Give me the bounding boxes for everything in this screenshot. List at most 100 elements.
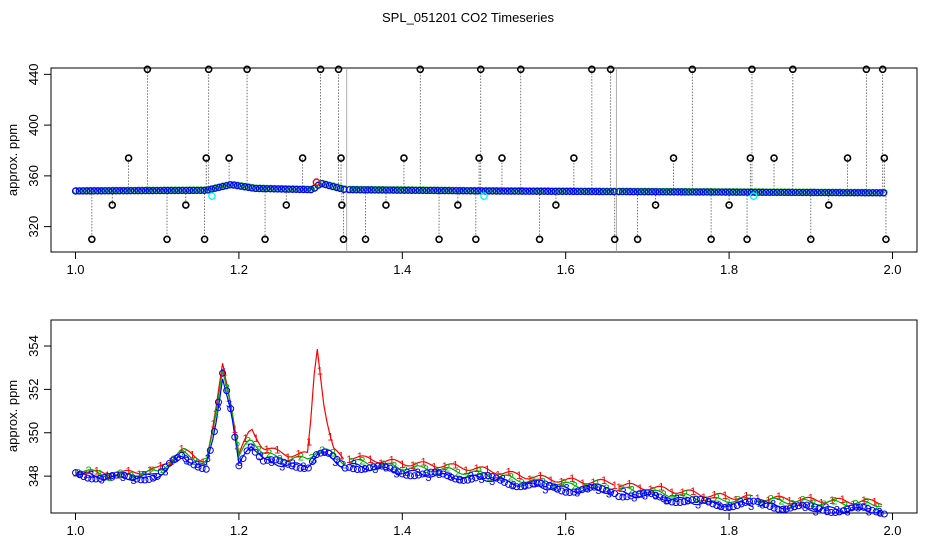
baseline-point: [422, 186, 431, 195]
baseline-point: [507, 187, 515, 195]
baseline-point: [204, 186, 212, 194]
series-2-marker: 2: [800, 494, 806, 506]
outlier-point: [606, 65, 615, 74]
outlier-point: [476, 65, 485, 74]
data-point: [500, 478, 508, 486]
data-point: [362, 465, 370, 473]
data-point: [435, 469, 443, 477]
data-point: [300, 465, 308, 473]
baseline-point: [536, 187, 544, 195]
highlight-point: [208, 192, 216, 201]
baseline-point: [141, 187, 149, 195]
data-point: [129, 474, 137, 482]
baseline-point: [207, 185, 216, 193]
series-3-marker: 3: [322, 447, 328, 459]
data-point: [517, 483, 525, 491]
series-1-marker: 1: [516, 470, 522, 482]
outlier-point: [725, 201, 733, 209]
series-2-marker: 2: [724, 497, 730, 509]
baseline-point: [329, 183, 337, 191]
baseline-point: [721, 188, 730, 196]
series-2-marker: 2: [330, 448, 336, 460]
data-point: [799, 501, 807, 509]
baseline-point: [732, 188, 741, 196]
data-point: [308, 458, 316, 466]
series-2-marker: 2: [107, 472, 113, 484]
data-point: [811, 503, 819, 511]
baseline-point: [75, 187, 83, 195]
baseline-point: [371, 186, 379, 194]
series-3-marker: 3: [866, 507, 872, 519]
bottom-y-tick-label: 350: [26, 422, 41, 444]
data-point: [370, 463, 378, 471]
outlier-point: [361, 235, 370, 244]
series-1-marker: 1: [840, 494, 846, 506]
baseline-point: [448, 187, 456, 195]
baseline-point: [558, 187, 567, 196]
outlier-point: [806, 235, 815, 244]
outlier-point: [454, 201, 462, 209]
baseline-point: [868, 189, 877, 197]
data-point: [255, 453, 263, 461]
data-point: [647, 490, 655, 498]
series-2-marker: 2: [266, 448, 272, 460]
series-3-marker: 3: [99, 474, 105, 486]
baseline-point: [514, 187, 522, 195]
series-1-marker: 1: [115, 469, 121, 481]
baseline-point: [674, 188, 682, 196]
data-point: [268, 456, 276, 464]
baseline-point: [599, 188, 607, 196]
series-1-marker: 1: [637, 483, 643, 495]
baseline-point: [82, 187, 91, 195]
series-1-marker: 1: [616, 482, 622, 494]
series-3-marker: 3: [813, 506, 819, 518]
baseline-point: [633, 188, 641, 196]
data-point: [652, 491, 660, 499]
series-1-marker: 1: [431, 462, 437, 474]
data-point: [133, 475, 141, 483]
series-1-marker: 1: [189, 449, 195, 461]
baseline-point: [795, 188, 803, 197]
series-2-marker: 2: [224, 383, 230, 395]
baseline-point: [485, 187, 493, 195]
baseline-point: [218, 183, 227, 191]
baseline-point: [659, 188, 667, 196]
baseline-point: [378, 186, 386, 194]
outlier-point: [746, 154, 755, 162]
baseline-point: [637, 188, 645, 196]
baseline-point: [349, 186, 357, 194]
baseline-point: [857, 189, 866, 197]
data-point: [276, 457, 284, 465]
series-1-marker: 1: [463, 465, 469, 477]
data-point: [705, 498, 713, 506]
series-3-marker: 3: [478, 474, 484, 486]
data-point: [701, 496, 709, 504]
data-point: [876, 509, 884, 517]
series-3-marker: 3: [770, 499, 776, 511]
data-point: [623, 493, 631, 501]
baseline-point: [145, 187, 153, 195]
data-point: [554, 485, 562, 493]
series-1-marker: 1: [669, 487, 675, 499]
baseline-point: [375, 186, 383, 194]
data-point: [570, 488, 578, 496]
series-1-marker: 1: [378, 458, 384, 470]
series-2-marker: 2: [508, 471, 514, 483]
outlier-point: [824, 201, 833, 209]
series-1-marker: 1: [317, 366, 323, 378]
data-point: [84, 474, 92, 482]
data-point: [786, 504, 794, 512]
data-point: [341, 464, 349, 472]
data-point: [423, 469, 431, 477]
data-point: [386, 464, 394, 472]
baseline-point: [573, 187, 581, 196]
baseline-point: [595, 188, 603, 196]
baseline-point: [444, 187, 453, 195]
data-point: [149, 474, 157, 482]
data-point: [688, 496, 696, 504]
outlier-point: [339, 235, 348, 244]
data-point: [304, 464, 312, 472]
baseline-point: [488, 187, 497, 195]
data-point: [243, 447, 251, 455]
series-1-marker: 1: [410, 460, 416, 472]
